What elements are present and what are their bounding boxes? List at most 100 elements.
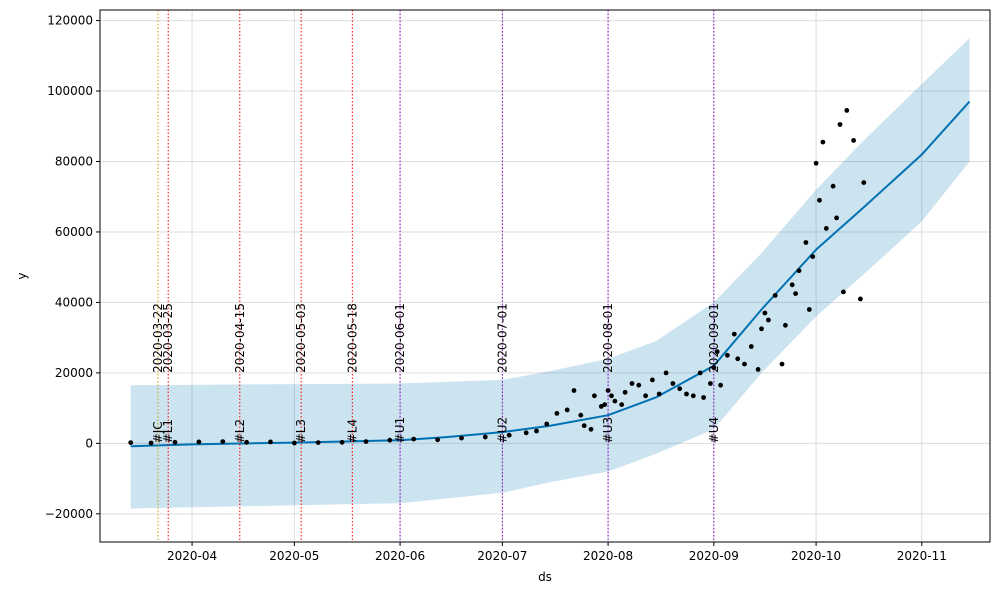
y-tick-label: −20000 bbox=[45, 507, 93, 521]
y-tick-label: 120000 bbox=[47, 14, 93, 28]
observed-point bbox=[759, 326, 764, 332]
x-tick-label: 2020-10 bbox=[791, 549, 841, 563]
observed-point bbox=[718, 382, 723, 388]
x-tick-label: 2020-08 bbox=[583, 549, 633, 563]
observed-point bbox=[292, 440, 297, 446]
uncertainty-interval-area bbox=[130, 38, 970, 509]
observed-point bbox=[581, 423, 587, 429]
observed-point bbox=[612, 398, 618, 404]
observed-point bbox=[817, 197, 822, 203]
event-date-label: 2020-05-03 bbox=[294, 303, 308, 373]
observed-point bbox=[858, 296, 863, 302]
event-date-label: 2020-06-01 bbox=[393, 303, 407, 373]
event-date-label: 2020-04-15 bbox=[233, 303, 247, 373]
x-tick-label: 2020-11 bbox=[897, 549, 947, 563]
observed-point bbox=[677, 386, 683, 392]
x-tick-label: 2020-07 bbox=[477, 549, 527, 563]
observed-point bbox=[268, 439, 273, 445]
observed-point bbox=[803, 240, 809, 245]
observed-point bbox=[748, 344, 754, 349]
observed-point bbox=[459, 435, 464, 441]
observed-point bbox=[609, 393, 614, 399]
event-label: #U2 bbox=[495, 417, 509, 443]
observed-point bbox=[851, 138, 856, 143]
observed-point bbox=[220, 439, 226, 444]
observed-point bbox=[735, 356, 741, 362]
event-date-label: 2020-08-01 bbox=[601, 303, 615, 373]
event-lines: #JC 2020-03-22 #L1 2020-03-25 #L2 2020-04-15 #… bbox=[151, 10, 721, 542]
observed-point bbox=[731, 331, 737, 337]
y-tick-label: 20000 bbox=[55, 366, 93, 380]
event-date-label: 2020-03-25 bbox=[161, 303, 175, 373]
observed-point bbox=[363, 439, 369, 444]
observed-point bbox=[636, 382, 642, 388]
observed-point bbox=[670, 381, 676, 386]
observed-point bbox=[813, 160, 819, 166]
observed-point bbox=[766, 317, 771, 323]
x-tick-label: 2020-06 bbox=[375, 549, 425, 563]
y-tick-label: 100000 bbox=[47, 84, 93, 98]
observed-point bbox=[196, 439, 202, 445]
observed-point bbox=[571, 388, 577, 393]
observed-points bbox=[128, 108, 867, 446]
observed-point bbox=[387, 437, 393, 443]
observed-point bbox=[820, 139, 826, 145]
observed-point bbox=[783, 322, 788, 328]
observed-point bbox=[411, 436, 417, 442]
event-label: #U4 bbox=[707, 417, 721, 443]
plot-area-frame bbox=[99, 9, 991, 543]
observed-point bbox=[244, 439, 250, 445]
event-label: #U1 bbox=[393, 417, 407, 443]
observed-point bbox=[789, 282, 795, 288]
observed-point bbox=[315, 440, 321, 445]
observed-point bbox=[861, 180, 867, 186]
observed-point bbox=[588, 426, 594, 432]
observed-point bbox=[796, 268, 802, 274]
observed-point bbox=[339, 439, 345, 445]
observed-point bbox=[172, 439, 178, 445]
observed-point bbox=[578, 412, 584, 418]
forecast-line bbox=[130, 100, 971, 448]
observed-point bbox=[810, 254, 816, 259]
y-tick-label: 80000 bbox=[55, 154, 93, 168]
x-tick-label: 2020-09 bbox=[689, 549, 739, 563]
y-tick-label: 60000 bbox=[55, 225, 93, 239]
event-label: #U3 bbox=[601, 417, 615, 443]
observed-point bbox=[742, 361, 747, 367]
observed-point bbox=[148, 440, 154, 446]
observed-point bbox=[564, 407, 570, 413]
observed-point bbox=[697, 370, 703, 376]
observed-point bbox=[619, 402, 625, 407]
event-label: #L3 bbox=[294, 419, 308, 443]
observed-point bbox=[772, 293, 778, 298]
observed-point bbox=[482, 434, 488, 440]
observed-point bbox=[629, 381, 635, 386]
observed-point bbox=[534, 428, 539, 434]
observed-point bbox=[725, 352, 730, 358]
event-label: #L1 bbox=[161, 419, 175, 443]
observed-point bbox=[690, 393, 696, 399]
observed-point bbox=[592, 393, 597, 399]
event-label: #L2 bbox=[233, 419, 247, 443]
observed-point bbox=[708, 381, 713, 386]
observed-point bbox=[602, 402, 608, 407]
observed-point bbox=[837, 122, 843, 127]
event-date-label: 2020-03-22 bbox=[151, 303, 165, 373]
x-axis-ticks: 2020-04 2020-05 2020-06 2020-07 2020-08 2020-… bbox=[167, 542, 947, 563]
observed-point bbox=[830, 183, 836, 189]
event-date-label: 2020-07-01 bbox=[495, 303, 509, 373]
observed-point bbox=[622, 389, 628, 395]
observed-point bbox=[663, 370, 669, 376]
x-tick-label: 2020-05 bbox=[269, 549, 319, 563]
event-label: #L4 bbox=[345, 419, 359, 443]
y-tick-label: 0 bbox=[85, 436, 93, 450]
y-tick-label: 40000 bbox=[55, 295, 93, 309]
observed-point bbox=[523, 430, 529, 436]
observed-point bbox=[650, 377, 655, 383]
y-axis-ticks: −20000 0 20000 40000 60000 80000 100000 120000 bbox=[45, 14, 100, 521]
observed-point bbox=[544, 421, 550, 427]
observed-point bbox=[554, 411, 560, 416]
observed-point bbox=[506, 432, 512, 438]
